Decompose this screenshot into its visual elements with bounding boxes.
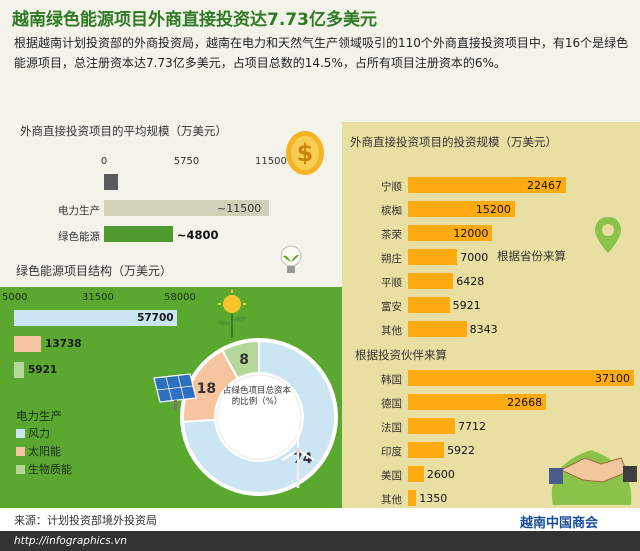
avg-x-tick-label: 5750: [173, 156, 200, 167]
province-bar: [408, 321, 467, 337]
province-bar: [408, 201, 515, 217]
partner-bar: [408, 418, 455, 434]
legend-label-biomass: 生物质能: [28, 463, 72, 476]
donut-value-label: 8: [239, 352, 249, 368]
partner-bar: [408, 490, 417, 506]
svg-text:$: $: [297, 139, 314, 167]
structure-value-label: 57700: [137, 312, 174, 324]
structure-value-label: 13738: [45, 338, 82, 350]
location-pin-icon: [595, 217, 621, 253]
partner-value-label: 1350: [419, 492, 448, 505]
province-value-label: 8343: [469, 323, 498, 336]
legend-item-wind: 风力: [16, 425, 50, 441]
province-value-label: 7000: [460, 251, 489, 264]
avg-value-label: ~11500: [217, 202, 262, 215]
legend-title: 电力生产: [16, 409, 62, 423]
avg-scale-title: 外商直接投资项目的平均规模（万美元）: [20, 124, 227, 138]
donut-value-label: 18: [197, 381, 216, 397]
province-category-label: 富安: [381, 301, 402, 313]
province-category-label: 槟椥: [381, 205, 402, 217]
partner-subtitle: 根据投资伙伴来算: [355, 348, 447, 362]
province-value-label: 15200: [475, 203, 511, 216]
province-bar: [408, 177, 566, 193]
avg-value-label: ~4800: [176, 228, 219, 242]
partner-category-label: 美国: [381, 470, 402, 482]
green-structure-title: 绿色能源项目结构（万美元）: [16, 264, 173, 278]
legend-swatch-wind: [16, 429, 25, 438]
province-category-label: 其他: [381, 325, 402, 337]
wind-turbine-icon: [281, 432, 315, 488]
partner-bar: [408, 370, 634, 386]
partner-value-label: 37100: [595, 372, 630, 385]
province-value-label: 6428: [456, 275, 485, 288]
structure-bar: [14, 362, 24, 378]
avg-x-tick-label: 11500: [255, 156, 287, 167]
province-value-label: 22467: [527, 179, 562, 192]
donut-center: [216, 374, 302, 460]
page-title: 越南绿色能源项目外商直接投资达7.73亿多美元: [12, 10, 377, 30]
avg-category-label: 绿色能源: [58, 231, 100, 243]
province-chart: 宁顺 22467 槟椥 15200 茶荣 12000 朔庄 7000 平顺 6428 富安 5921 其…: [342, 170, 640, 340]
province-value-label: 12000: [453, 227, 489, 240]
plant-sun-icon: [218, 290, 246, 338]
partner-bar: [408, 442, 445, 458]
province-category-label: 宁顺: [381, 181, 402, 193]
dollar-coin-icon: $: [286, 131, 324, 175]
source-url-link[interactable]: http://infographics.vn: [14, 535, 127, 547]
province-bar: [408, 249, 458, 265]
legend-label-wind: 风力: [28, 427, 50, 440]
green-structure-chart: 5000 31500 58000 57700 13738 5921: [0, 290, 200, 380]
avg-bar: [104, 200, 269, 216]
partner-value-label: 5922: [447, 444, 476, 457]
source-note: 来源：计划投资部境外投资局: [14, 514, 157, 527]
partner-chart: 韩国 37100 德国 22668 法国 7712 印度 5922 美国 2600 其他 1350: [342, 366, 640, 506]
legend-item-solar: 太阳能: [16, 443, 61, 459]
province-value-label: 5921: [452, 299, 481, 312]
donut-slice-biomass: [221, 339, 260, 380]
province-bar: [408, 297, 450, 313]
structure-x-tick-label: 58000: [164, 292, 196, 303]
partner-category-label: 其他: [381, 494, 402, 506]
intro-text: 根据越南计划投资部的外商投资局，越南在电力和天然气生产领域吸引的110个外商直接…: [14, 36, 629, 70]
partner-category-label: 印度: [381, 446, 402, 458]
legend-label-solar: 太阳能: [28, 445, 61, 458]
legend-item-biomass: 生物质能: [16, 461, 72, 477]
partner-value-label: 7712: [457, 420, 486, 433]
structure-bar: [14, 310, 178, 326]
partner-category-label: 法国: [381, 422, 402, 434]
partner-category-label: 韩国: [381, 374, 402, 386]
structure-bar: [14, 336, 42, 352]
province-bar: [408, 273, 454, 289]
avg-scale-chart: 0 5750 11500 电力生产 ~11500 绿色能源 ~4800: [0, 150, 300, 250]
avg-category-label: 电力生产: [58, 205, 100, 217]
province-bar: [408, 225, 493, 241]
partner-value-label: 22668: [507, 396, 543, 409]
province-category-label: 茶荣: [381, 229, 402, 241]
footer-bar: [0, 531, 640, 551]
investment-scale-title: 外商直接投资项目的投资规模（万美元）: [350, 135, 557, 149]
watermark-text: 越南中国商会: [520, 516, 599, 531]
donut-center-label: 占绿色项目总资本的比例（%）: [222, 386, 291, 407]
handshake-icon: [549, 450, 637, 505]
structure-value-label: 5921: [28, 364, 58, 376]
partner-category-label: 德国: [381, 398, 402, 410]
solar-panel-icon: [153, 373, 197, 410]
province-category-label: 朔庄: [381, 253, 402, 265]
structure-x-tick-label: 31500: [82, 292, 114, 303]
avg-x-tick-label: 0: [100, 156, 108, 167]
structure-x-tick-label: 5000: [2, 292, 28, 303]
partner-bar: [408, 466, 424, 482]
avg-bar: [104, 174, 118, 190]
province-subtitle: 根据省份来算: [497, 249, 566, 263]
legend-swatch-solar: [16, 447, 25, 456]
partner-bar: [408, 394, 547, 410]
partner-value-label: 2600: [426, 468, 455, 481]
province-category-label: 平顺: [381, 277, 402, 289]
lightbulb-plant-icon: [280, 245, 302, 273]
legend-swatch-biomass: [16, 465, 25, 474]
avg-bar: [104, 226, 173, 242]
